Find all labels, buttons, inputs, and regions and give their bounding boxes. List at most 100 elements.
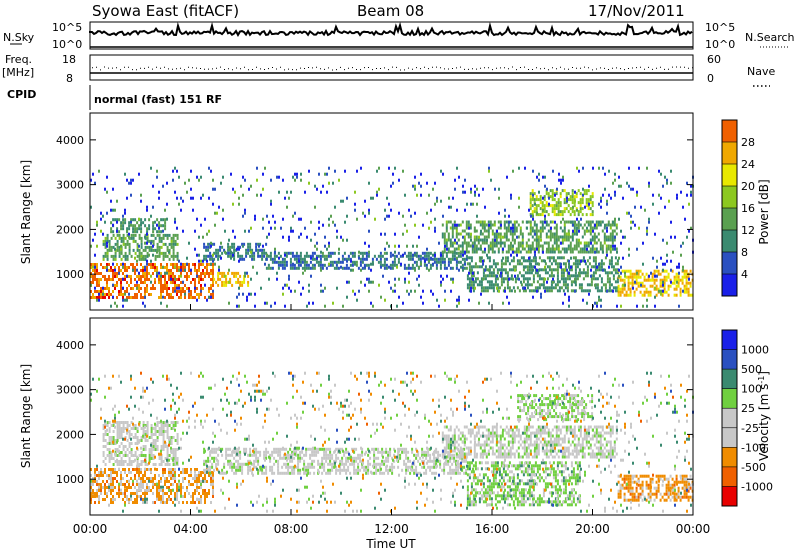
heatmap-cell xyxy=(221,471,224,475)
heatmap-cell xyxy=(190,272,192,275)
heatmap-cell xyxy=(94,181,96,185)
power-y-axis-label: Slant Range [km] xyxy=(19,160,33,264)
heatmap-cell xyxy=(339,462,342,466)
heatmap-cell xyxy=(683,284,686,288)
heatmap-cell xyxy=(562,262,565,266)
heatmap-cell xyxy=(534,286,537,290)
heatmap-cell xyxy=(180,262,182,266)
heatmap-cell xyxy=(298,217,300,221)
heatmap-cell xyxy=(110,483,112,486)
heatmap-cell xyxy=(212,187,214,191)
heatmap-cell xyxy=(561,247,564,251)
heatmap-cell xyxy=(126,269,128,272)
heatmap-cell xyxy=(534,265,536,269)
heatmap-cell xyxy=(229,453,232,457)
heatmap-cell xyxy=(544,262,547,266)
heatmap-cell xyxy=(174,289,176,293)
heatmap-cell xyxy=(405,266,408,270)
heatmap-cell xyxy=(158,433,161,436)
heatmap-cell xyxy=(92,278,94,281)
heatmap-cell xyxy=(554,193,556,197)
heatmap-cell xyxy=(419,456,422,460)
heatmap-cell xyxy=(394,232,396,236)
heatmap-cell xyxy=(172,290,174,293)
heatmap-cell xyxy=(512,223,514,227)
heatmap-cell xyxy=(609,247,612,251)
heatmap-cell xyxy=(525,244,528,248)
heatmap-cell xyxy=(674,235,676,239)
heatmap-cell xyxy=(126,427,129,430)
heatmap-cell xyxy=(535,198,538,202)
heatmap-cell xyxy=(287,456,290,460)
heatmap-cell xyxy=(166,254,169,258)
heatmap-cell xyxy=(152,284,154,287)
heatmap-cell xyxy=(516,259,519,263)
heatmap-cell xyxy=(571,198,574,202)
heatmap-cell xyxy=(108,451,111,454)
heatmap-cell xyxy=(168,474,170,477)
heatmap-cell xyxy=(144,433,147,436)
heatmap-cell xyxy=(194,501,196,504)
heatmap-cell xyxy=(146,272,148,275)
heatmap-cell xyxy=(520,262,523,266)
heatmap-cell xyxy=(631,278,634,282)
heatmap-cell xyxy=(495,232,498,236)
heatmap-cell xyxy=(130,296,132,299)
heatmap-cell xyxy=(571,210,574,214)
heatmap-cell xyxy=(200,275,202,278)
heatmap-cell xyxy=(213,456,216,460)
heatmap-cell xyxy=(150,457,153,460)
heatmap-cell xyxy=(481,220,484,224)
heatmap-cell xyxy=(505,235,508,239)
heatmap-cell xyxy=(106,257,109,261)
heatmap-cell xyxy=(557,250,560,254)
heatmap-cell xyxy=(398,211,400,215)
heatmap-cell xyxy=(156,269,158,272)
heatmap-cell xyxy=(265,447,268,451)
heatmap-cell xyxy=(178,278,180,281)
heatmap-cell xyxy=(367,462,370,466)
heatmap-cell xyxy=(680,253,682,257)
heatmap-cell xyxy=(134,436,137,439)
heatmap-cell xyxy=(598,262,600,266)
heatmap-cell xyxy=(134,251,137,255)
heatmap-cell xyxy=(425,456,428,460)
heatmap-cell xyxy=(485,241,488,245)
heatmap-cell xyxy=(422,301,424,305)
heatmap-cell xyxy=(148,486,150,489)
heatmap-cell xyxy=(162,295,164,299)
heatmap-cell xyxy=(468,277,471,281)
heatmap-cell xyxy=(338,247,340,251)
heatmap-cell xyxy=(586,289,589,293)
heatmap-cell xyxy=(203,254,206,258)
heatmap-cell xyxy=(251,462,254,466)
heatmap-cell xyxy=(122,296,124,299)
heatmap-cell xyxy=(291,459,294,463)
heatmap-cell xyxy=(309,471,312,475)
heatmap-cell xyxy=(607,244,610,248)
heatmap-cell xyxy=(211,465,214,469)
heatmap-cell xyxy=(606,202,608,206)
heatmap-cell xyxy=(445,223,448,227)
heatmap-cell xyxy=(237,245,240,249)
heatmap-cell xyxy=(534,202,536,206)
heatmap-cell xyxy=(463,257,466,261)
heatmap-cell xyxy=(615,226,618,230)
heatmap-cell xyxy=(277,465,280,469)
heatmap-cell xyxy=(341,459,344,463)
heatmap-cell xyxy=(196,269,198,272)
heatmap-cell xyxy=(150,448,153,451)
heatmap-cell xyxy=(106,474,108,477)
heatmap-cell xyxy=(168,287,170,290)
heatmap-cell xyxy=(154,501,156,504)
heatmap-cell xyxy=(614,235,616,239)
heatmap-cell xyxy=(178,268,180,272)
heatmap-cell xyxy=(305,465,308,469)
heatmap-cell xyxy=(106,486,108,489)
heatmap-cell xyxy=(110,454,113,457)
heatmap-cell xyxy=(564,265,567,269)
heatmap-cell xyxy=(212,266,214,269)
heatmap-cell xyxy=(184,471,186,474)
heatmap-cell xyxy=(263,453,266,457)
